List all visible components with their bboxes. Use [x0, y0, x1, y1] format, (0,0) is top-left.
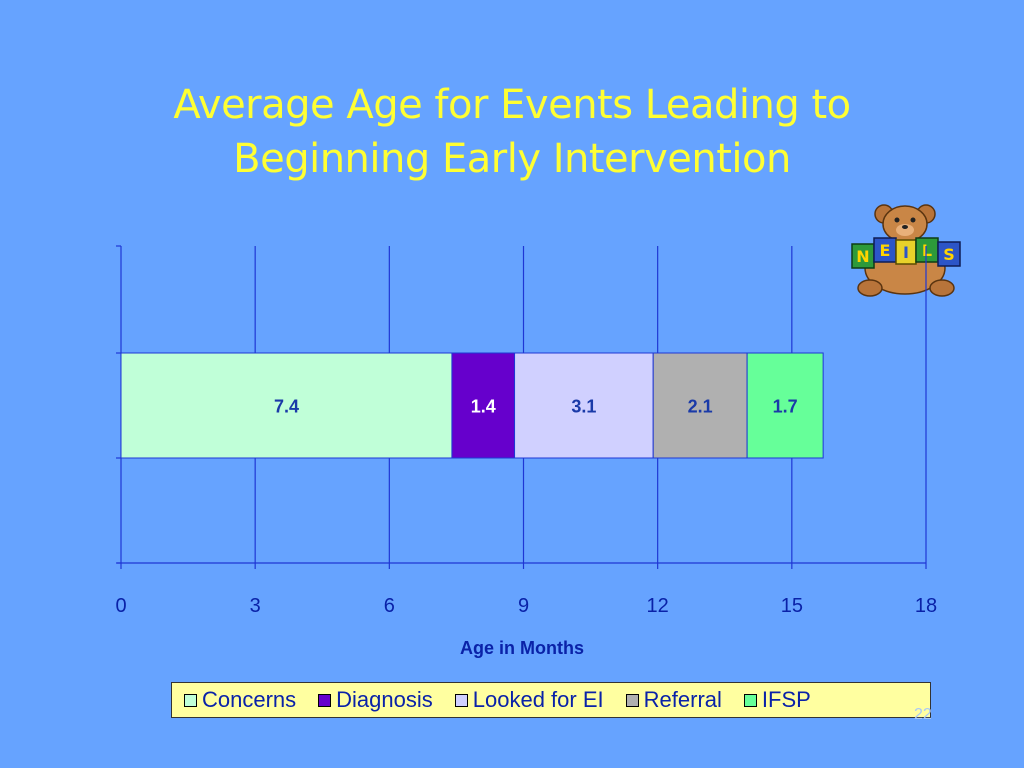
title-line-1: Average Age for Events Leading to [173, 82, 851, 128]
title-line-2: Beginning Early Intervention [233, 136, 791, 182]
x-tick-label: 12 [647, 595, 669, 617]
legend-swatch [318, 693, 332, 707]
legend-item: IFSP [743, 687, 811, 713]
legend-item: Looked for EI [454, 687, 604, 713]
x-tick-label: 15 [781, 595, 803, 617]
bar-segment-referral [652, 352, 748, 459]
legend-swatch [184, 693, 197, 707]
svg-text:E: E [880, 241, 891, 260]
legend-item: Referral [625, 687, 722, 713]
x-tick-label: 6 [384, 595, 395, 617]
chart-legend: Concerns Diagnosis Looked for EI Referral IF… [171, 682, 931, 718]
x-tick-label: 18 [915, 595, 937, 617]
data-label: 1.4 [471, 397, 496, 417]
bar-segments [120, 352, 824, 459]
bar-segment-diagnosis [451, 352, 516, 459]
svg-text:I: I [903, 243, 909, 262]
slide-number: 22 [914, 706, 932, 723]
bar-segment-concerns [120, 352, 453, 459]
legend-label: IFSP [761, 687, 811, 712]
legend-item: Concerns [184, 687, 296, 713]
legend-swatch [454, 693, 468, 707]
legend-item: Diagnosis [318, 687, 433, 713]
x-tick-label: 0 [115, 595, 126, 617]
svg-text:S: S [943, 245, 955, 264]
legend-label: Referral [643, 687, 722, 712]
data-labels: 7.4 1.4 3.1 2.1 1.7 [274, 397, 798, 417]
bar-segment-looked-for-ei [514, 352, 654, 459]
bar-segment-ifsp [746, 352, 824, 459]
data-label: 3.1 [571, 397, 596, 417]
x-axis-title: Age in Months [460, 638, 584, 658]
teddy-bear-blocks-logo: N E I L S [851, 204, 961, 297]
svg-text:L: L [922, 241, 932, 260]
slide-title: Average Age for Events Leading to Beginn… [0, 78, 1024, 186]
data-label: 2.1 [688, 397, 713, 417]
legend-swatch [743, 693, 757, 707]
x-axis: 0 3 6 9 12 15 18 [115, 245, 937, 617]
legend-label: Concerns [202, 687, 297, 712]
data-label: 7.4 [274, 397, 299, 417]
x-tick-label: 3 [250, 595, 261, 617]
legend-label: Looked for EI [472, 687, 604, 712]
legend-swatch [625, 693, 639, 707]
svg-text:N: N [856, 247, 869, 266]
x-tick-label: 9 [518, 595, 529, 617]
data-label: 1.7 [773, 397, 798, 417]
legend-label: Diagnosis [336, 687, 433, 712]
